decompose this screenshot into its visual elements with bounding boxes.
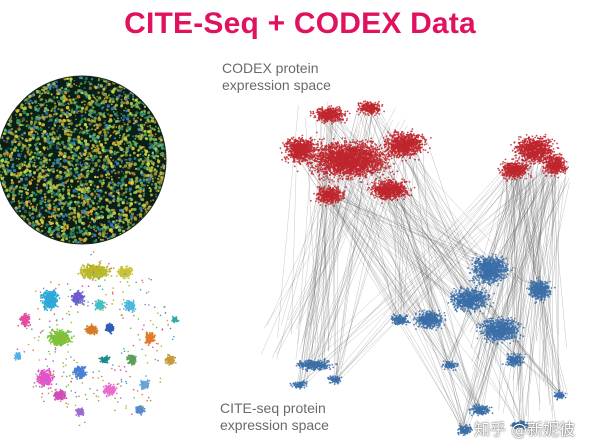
tsne-cluster-plot: [13, 251, 180, 427]
figure-title: CITE-Seq + CODEX Data: [124, 7, 476, 40]
codex-expression-cloud: [279, 100, 569, 207]
codex-tissue-image: [0, 76, 166, 244]
connector-lines: [260, 100, 570, 433]
cite-label-line2: expression space: [220, 417, 329, 433]
codex-space-label: CODEX protein expression space: [222, 60, 372, 94]
cite-label-line1: CITE-seq protein: [220, 400, 326, 416]
codex-label-line2: expression space: [222, 77, 331, 93]
cite-space-label: CITE-seq protein expression space: [220, 400, 380, 434]
tissue-image-border: [0, 75, 167, 245]
codex-label-line1: CODEX protein: [222, 60, 319, 76]
watermark-text: 知乎 @新妮彼: [474, 420, 576, 439]
cite-seq-expression-cloud: [289, 252, 567, 437]
